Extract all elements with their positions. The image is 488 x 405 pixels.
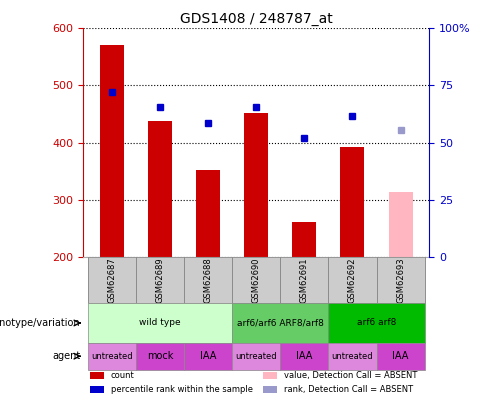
Text: arf6/arf6 ARF8/arf8: arf6/arf6 ARF8/arf8 [237, 318, 324, 328]
Bar [90, 386, 104, 393]
FancyBboxPatch shape [136, 343, 184, 370]
Text: GSM62687: GSM62687 [107, 257, 116, 303]
FancyBboxPatch shape [232, 257, 280, 303]
FancyBboxPatch shape [88, 303, 232, 343]
FancyBboxPatch shape [232, 343, 280, 370]
Title: GDS1408 / 248787_at: GDS1408 / 248787_at [180, 12, 333, 26]
FancyBboxPatch shape [328, 303, 425, 343]
Bar [244, 113, 268, 257]
Text: untreated: untreated [235, 352, 277, 361]
Bar [341, 147, 365, 257]
Text: untreated: untreated [91, 352, 133, 361]
FancyBboxPatch shape [88, 343, 136, 370]
FancyBboxPatch shape [88, 257, 136, 303]
Text: rank, Detection Call = ABSENT: rank, Detection Call = ABSENT [284, 385, 413, 394]
Text: count: count [111, 371, 134, 380]
Bar [388, 192, 412, 257]
Bar [90, 373, 104, 379]
Text: mock: mock [147, 351, 173, 361]
Text: GSM62689: GSM62689 [156, 257, 164, 303]
Bar [292, 222, 316, 257]
Text: IAA: IAA [200, 351, 216, 361]
FancyBboxPatch shape [280, 343, 328, 370]
Bar [148, 121, 172, 257]
Text: genotype/variation: genotype/variation [0, 318, 81, 328]
FancyBboxPatch shape [280, 257, 328, 303]
Text: untreated: untreated [332, 352, 373, 361]
FancyBboxPatch shape [136, 257, 184, 303]
FancyBboxPatch shape [328, 257, 377, 303]
Text: IAA: IAA [392, 351, 409, 361]
Text: wild type: wild type [139, 318, 181, 328]
Text: GSM62688: GSM62688 [203, 257, 213, 303]
Text: GSM62690: GSM62690 [252, 257, 261, 303]
Bar [263, 386, 277, 393]
Text: arf6 arf8: arf6 arf8 [357, 318, 396, 328]
FancyBboxPatch shape [232, 303, 328, 343]
FancyBboxPatch shape [184, 257, 232, 303]
Bar [100, 45, 124, 257]
Bar [196, 170, 220, 257]
Text: percentile rank within the sample: percentile rank within the sample [111, 385, 253, 394]
Text: agent: agent [52, 351, 81, 361]
Bar [263, 373, 277, 379]
Text: IAA: IAA [296, 351, 312, 361]
Text: GSM62691: GSM62691 [300, 257, 309, 303]
Text: GSM62693: GSM62693 [396, 257, 405, 303]
Text: value, Detection Call = ABSENT: value, Detection Call = ABSENT [284, 371, 417, 380]
FancyBboxPatch shape [377, 343, 425, 370]
FancyBboxPatch shape [328, 343, 377, 370]
Text: GSM62692: GSM62692 [348, 257, 357, 303]
FancyBboxPatch shape [377, 257, 425, 303]
FancyBboxPatch shape [184, 343, 232, 370]
